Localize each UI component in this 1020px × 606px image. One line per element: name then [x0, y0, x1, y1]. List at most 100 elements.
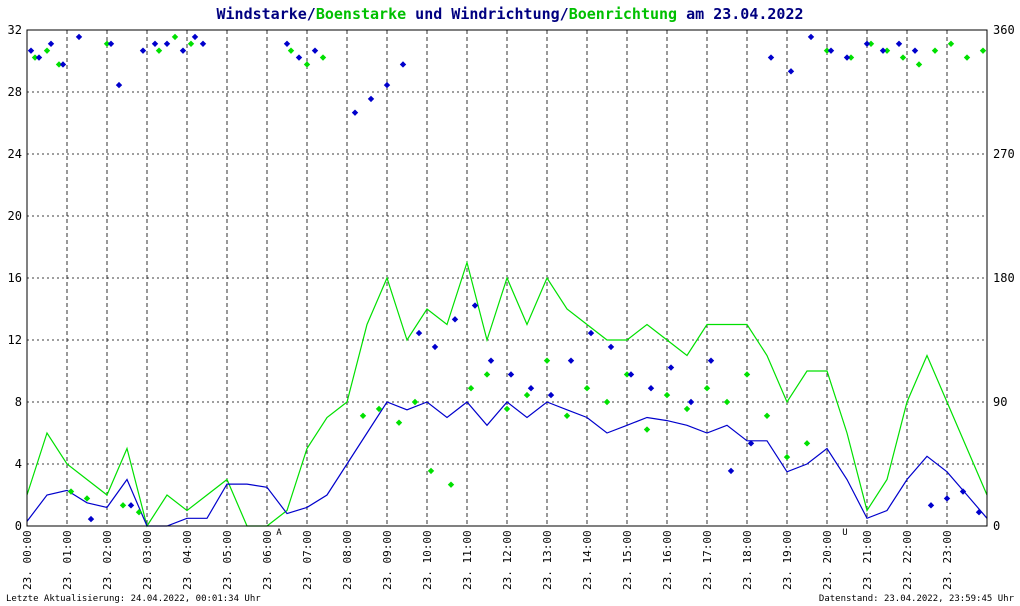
data-point-boenrichtung: [483, 371, 491, 378]
data-point-boenrichtung: [823, 47, 831, 54]
title-date: am 23.04.2022: [677, 5, 803, 23]
series-points: [27, 33, 987, 523]
x-tick-label: 23. 09:00: [381, 530, 394, 590]
data-point-windrichtung: [35, 54, 43, 61]
data-point-boenrichtung: [171, 33, 179, 41]
y-axis-left: 0 4 8 12 16 20 24 28 32: [8, 23, 22, 533]
data-point-windrichtung: [567, 357, 575, 364]
y-left-tick-label: 4: [15, 457, 22, 471]
data-point-boenrichtung: [135, 509, 143, 516]
x-tick-label: 23. 13:00: [541, 530, 554, 590]
data-point-boenrichtung: [375, 405, 383, 413]
data-point-windrichtung: [895, 40, 903, 47]
data-point-boenrichtung: [467, 385, 475, 392]
data-point-boenrichtung: [623, 371, 631, 378]
chart-title: Windstarke/Boenstarke und Windrichtung/B…: [216, 5, 803, 23]
x-tick-label: 23. 19:00: [781, 530, 794, 590]
data-point-boenrichtung: [155, 47, 163, 54]
data-point-windrichtung: [975, 509, 983, 516]
y-left-tick-label: 20: [8, 209, 22, 223]
data-point-windrichtung: [351, 109, 359, 116]
x-tick-label: 23. 06:00: [261, 530, 274, 590]
data-point-windrichtung: [87, 515, 95, 523]
y-right-tick-label: 90: [993, 395, 1007, 409]
y-right-tick-label: 180: [993, 271, 1015, 285]
plot-frame: [26, 29, 988, 527]
data-point-windrichtung: [191, 33, 199, 41]
data-point-boenrichtung: [723, 398, 731, 406]
data-point-windrichtung: [807, 33, 815, 41]
data-point-boenrichtung: [287, 47, 295, 54]
title-windstarke: Windstarke/: [216, 5, 315, 23]
data-point-boenrichtung: [319, 54, 327, 61]
x-tick-label: 23. 18:00: [741, 530, 754, 590]
data-point-windrichtung: [687, 398, 695, 406]
data-point-boenrichtung: [867, 40, 875, 47]
y-left-tick-label: 12: [8, 333, 22, 347]
data-point-windrichtung: [767, 54, 775, 61]
y-left-tick-label: 0: [15, 519, 22, 533]
footer-last-update: Letzte Aktualisierung: 24.04.2022, 00:01…: [6, 594, 261, 604]
data-point-windrichtung: [383, 81, 391, 89]
title-boenrichtung: Boenrichtung: [569, 5, 677, 23]
data-point-windrichtung: [59, 61, 67, 68]
data-point-windrichtung: [415, 329, 423, 337]
title-windrichtung: und Windrichtung/: [406, 5, 569, 23]
data-point-boenrichtung: [67, 488, 75, 495]
data-point-windrichtung: [295, 54, 303, 61]
data-point-boenrichtung: [603, 398, 611, 406]
data-point-boenrichtung: [683, 405, 691, 413]
y-left-tick-label: 16: [8, 271, 22, 285]
x-tick-label: 23. 22:00: [901, 530, 914, 590]
data-point-windrichtung: [163, 40, 171, 47]
x-axis: 23. 00:00 23. 01:00 23. 02:00 23. 03:00 23. …: [21, 530, 954, 590]
data-point-boenrichtung: [359, 412, 367, 419]
series-line-windstarke: [26, 401, 988, 527]
data-point-boenrichtung: [447, 481, 455, 488]
event-marker-label: A: [276, 528, 282, 538]
data-point-boenrichtung: [979, 47, 987, 54]
y-left-tick-label: 28: [8, 85, 22, 99]
data-point-boenrichtung: [663, 391, 671, 399]
data-point-boenrichtung: [523, 391, 531, 399]
data-point-boenrichtung: [847, 54, 855, 61]
x-tick-label: 23. 11:00: [461, 530, 474, 590]
data-point-windrichtung: [667, 364, 675, 371]
data-point-boenrichtung: [411, 398, 419, 406]
data-point-boenrichtung: [187, 40, 195, 47]
data-point-windrichtung: [527, 385, 535, 392]
data-point-boenrichtung: [803, 440, 811, 447]
data-point-windrichtung: [587, 329, 595, 337]
data-point-windrichtung: [707, 357, 715, 364]
data-point-windrichtung: [943, 495, 951, 502]
data-point-windrichtung: [431, 343, 439, 351]
data-point-windrichtung: [367, 95, 375, 103]
x-tick-label: 23. 02:00: [101, 530, 114, 590]
data-point-windrichtung: [75, 33, 83, 41]
data-point-windrichtung: [959, 488, 967, 495]
series-line-boenstarke: [26, 260, 988, 528]
x-tick-label: 23. 15:00: [621, 530, 634, 590]
data-point-windrichtung: [47, 40, 55, 47]
data-point-windrichtung: [107, 40, 115, 47]
y-right-tick-label: 270: [993, 147, 1015, 161]
data-point-boenrichtung: [783, 453, 791, 461]
data-point-windrichtung: [471, 302, 479, 309]
x-tick-label: 23. 03:00: [141, 530, 154, 590]
grid-lines: [26, 29, 987, 527]
data-point-windrichtung: [647, 385, 655, 392]
data-point-boenrichtung: [643, 426, 651, 433]
y-right-tick-label: 0: [993, 519, 1000, 533]
data-point-boenrichtung: [947, 40, 955, 47]
data-point-windrichtung: [115, 81, 123, 89]
title-boenstarke: Boenstarke: [316, 5, 406, 23]
x-tick-label: 23. 20:00: [821, 530, 834, 590]
data-point-windrichtung: [547, 391, 555, 399]
data-point-boenrichtung: [963, 54, 971, 61]
data-point-windrichtung: [139, 47, 147, 54]
data-point-boenrichtung: [103, 40, 111, 47]
data-point-boenrichtung: [119, 502, 127, 509]
y-left-tick-label: 32: [8, 23, 22, 37]
